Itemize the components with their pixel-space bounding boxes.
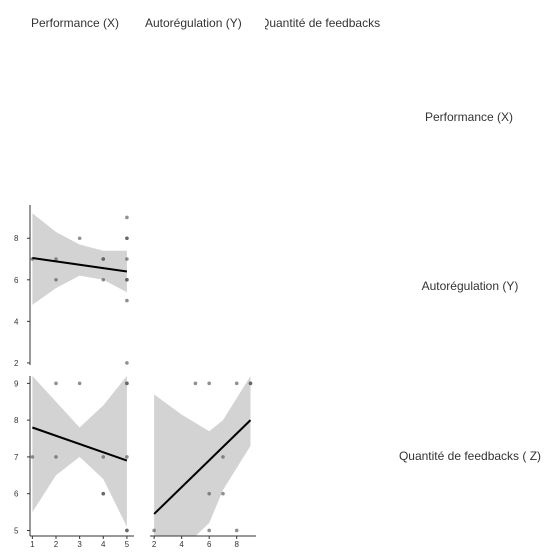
x-tick-label: 6: [207, 540, 212, 549]
data-point: [54, 257, 58, 261]
regression-line: [32, 256, 128, 273]
data-point: [54, 381, 58, 386]
y-tick-label: 8: [14, 234, 19, 243]
data-point: [125, 298, 129, 303]
data-point: [125, 528, 129, 533]
row-label-performance: Performance (X): [425, 110, 513, 124]
column-header-feedbacks: Quantité de feedbacks: [260, 16, 380, 30]
data-point: [125, 278, 129, 282]
data-point: [234, 381, 239, 386]
data-point: [77, 381, 82, 386]
y-tick-label: 6: [14, 276, 19, 285]
data-point: [207, 528, 211, 533]
confidence-band: [32, 376, 127, 527]
panel-perf-vs-autoreg: 2 4 6 8: [14, 205, 129, 368]
data-point: [125, 455, 129, 459]
y-tick-label: 9: [14, 379, 19, 388]
plot-area: [30, 213, 129, 365]
column-header-performance: Performance (X): [31, 16, 119, 30]
header-clip-mask-right: [380, 10, 440, 34]
data-point: [248, 381, 253, 386]
panel-autoreg-vs-feedbacks: 2 4 6 8: [150, 376, 256, 549]
data-point: [30, 455, 35, 459]
plot-area: [30, 376, 129, 533]
data-point: [101, 455, 106, 459]
plot-area: [152, 376, 253, 536]
regression-line: [32, 426, 128, 462]
x-tick-label: 4: [101, 540, 106, 549]
data-point: [125, 215, 129, 220]
x-tick-label: 2: [152, 540, 157, 549]
confidence-band: [32, 213, 127, 305]
data-point: [77, 236, 82, 241]
data-point: [152, 528, 156, 533]
data-point: [207, 491, 211, 496]
data-point: [101, 278, 106, 282]
data-point: [234, 528, 239, 533]
y-tick-label: 2: [14, 359, 19, 368]
y-tick-label: 7: [14, 453, 19, 462]
column-header-autoregulation: Autorégulation (Y): [145, 16, 242, 30]
row-label-autoregulation: Autorégulation (Y): [422, 279, 519, 293]
data-point: [125, 381, 129, 386]
y-tick-label: 8: [14, 416, 19, 425]
row-label-feedbacks: Quantité de feedbacks ( Z): [399, 449, 541, 463]
data-point: [101, 257, 106, 261]
y-tick-label: 5: [14, 526, 19, 535]
y-tick-label: 4: [14, 317, 19, 326]
data-point: [125, 236, 129, 241]
panels-group: 2 4 6 8 5 6 7 8 9 1 2 3 4 5 2 4 6 8: [14, 205, 256, 549]
data-point: [221, 455, 225, 459]
header-clip-mask: [255, 10, 265, 34]
confidence-band: [154, 376, 251, 536]
data-point: [193, 381, 198, 386]
y-tick-label: 6: [14, 490, 19, 499]
x-tick-label: 3: [77, 540, 82, 549]
x-tick-label: 8: [235, 540, 240, 549]
data-point: [207, 381, 211, 386]
x-tick-label: 1: [30, 540, 35, 549]
regression-line: [153, 419, 252, 515]
data-point: [221, 491, 225, 496]
panel-perf-vs-feedbacks: 5 6 7 8 9 1 2 3 4 5: [14, 376, 134, 549]
data-point: [125, 257, 129, 261]
data-point: [54, 455, 58, 459]
x-tick-label: 5: [125, 540, 130, 549]
x-tick-label: 2: [54, 540, 59, 549]
x-tick-label: 4: [179, 540, 184, 549]
data-point: [54, 278, 58, 282]
data-point: [101, 491, 106, 496]
data-point: [125, 361, 129, 365]
